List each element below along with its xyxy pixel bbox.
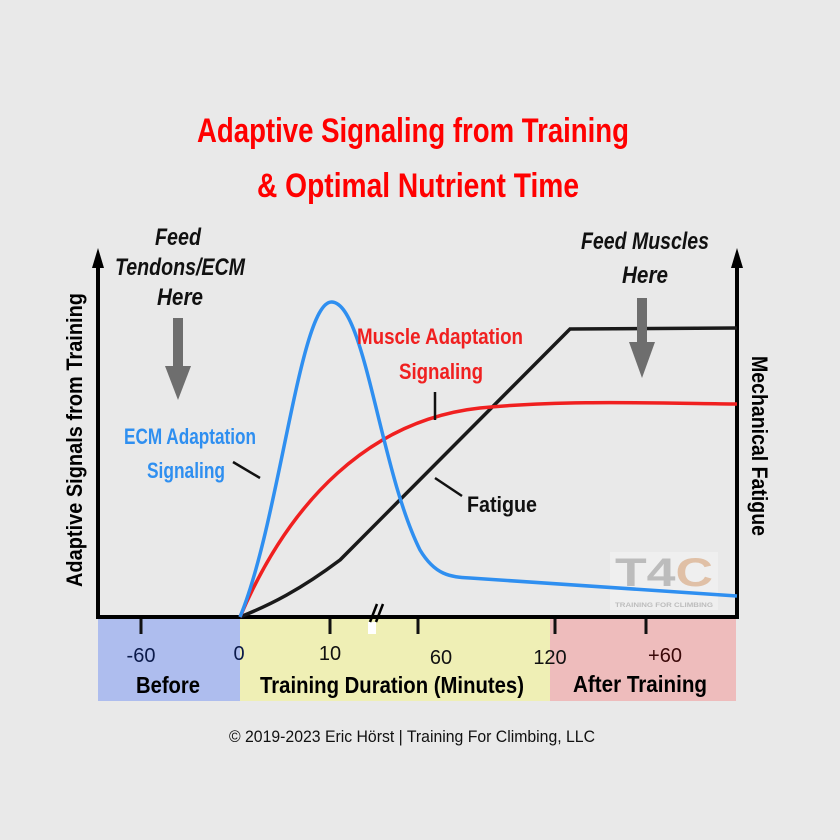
logo-text: TRAINING FOR CLIMBING <box>615 603 713 609</box>
feed-tendons-line: Here <box>157 284 203 311</box>
phase-before: Before <box>136 672 200 698</box>
ecm-adaptation-curve <box>238 300 738 618</box>
band-training <box>240 619 550 701</box>
muscle-adaptation-curve <box>238 400 738 618</box>
fatigue-pointer <box>434 476 463 498</box>
copyright: © 2019-2023 Eric Hörst | Training For Cl… <box>229 727 595 746</box>
tick-label: 60 <box>430 647 452 669</box>
axes <box>96 262 739 619</box>
tick-label: 0 <box>233 643 244 665</box>
down-arrow-icon <box>165 318 191 400</box>
tick-label: 10 <box>319 643 341 665</box>
band-before <box>98 619 240 701</box>
tick-label: -60 <box>127 645 156 667</box>
tick-label: +60 <box>648 645 682 667</box>
axis-break-icon <box>368 603 385 634</box>
ecm-pointer <box>232 460 261 480</box>
feed-muscles-line: Feed Muscles <box>581 228 709 255</box>
muscle-label: Signaling <box>399 359 483 384</box>
fatigue-curve <box>239 326 738 619</box>
ecm-label: ECM Adaptation <box>124 424 256 449</box>
feed-tendons-line: Tendons/ECM <box>115 254 246 281</box>
ecm-label: Signaling <box>147 458 225 483</box>
down-arrow-icon <box>629 298 655 378</box>
feed-tendons-line: Feed <box>155 224 202 251</box>
phase-after: After Training <box>573 671 707 697</box>
muscle-label: Muscle Adaptation <box>357 324 523 349</box>
left-axis-arrow-icon <box>92 248 104 268</box>
tick-marks <box>139 619 648 634</box>
right-axis-arrow-icon <box>731 248 743 268</box>
left-axis-label: Adaptive Signals from Training <box>62 293 87 587</box>
band-after <box>550 619 736 701</box>
title-line-2: & Optimal Nutrient Time <box>257 167 579 205</box>
right-axis-label: Mechanical Fatigue <box>747 356 772 536</box>
title-line-1: Adaptive Signaling from Training <box>197 112 629 150</box>
phase-training: Training Duration (Minutes) <box>260 672 524 698</box>
tick-label: 120 <box>533 647 566 669</box>
fatigue-label: Fatigue <box>467 492 537 517</box>
t4c-logo: T4 C TRAINING FOR CLIMBING <box>610 551 718 610</box>
feed-muscles-line: Here <box>622 262 668 289</box>
